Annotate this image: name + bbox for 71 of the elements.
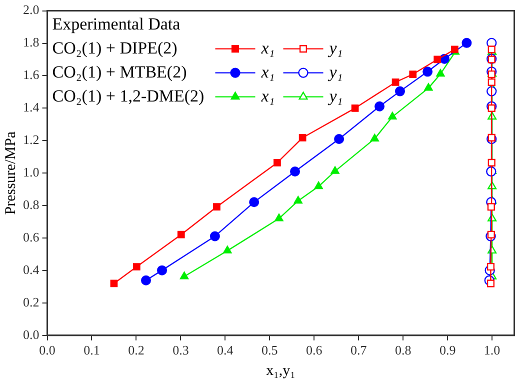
x-tick-label: 0.9 bbox=[439, 342, 456, 358]
y-tick-label: 0.4 bbox=[23, 262, 40, 277]
x-tick-label: 0.4 bbox=[217, 342, 234, 358]
point bbox=[177, 230, 185, 238]
point bbox=[141, 275, 151, 286]
y-tick-label: 0.6 bbox=[23, 229, 40, 244]
x-tick-label: 0.3 bbox=[172, 342, 189, 358]
y-tick-label: 1.6 bbox=[23, 67, 40, 82]
point bbox=[388, 112, 397, 120]
x-tick-label: 0.0 bbox=[39, 342, 56, 358]
legend-label: y₁ bbox=[327, 62, 343, 82]
point bbox=[392, 78, 400, 86]
point bbox=[462, 38, 472, 48]
x-tick-label: 0.1 bbox=[84, 342, 100, 358]
point bbox=[294, 196, 303, 204]
y-tick-label: 0.0 bbox=[23, 326, 40, 342]
point bbox=[110, 280, 118, 288]
y-axis-title: Pressure/MPa bbox=[2, 131, 19, 215]
x-axis-title: x₁,y₁ bbox=[266, 362, 296, 379]
legend-label: x₁ bbox=[260, 62, 275, 82]
point bbox=[274, 159, 281, 166]
point bbox=[249, 197, 260, 208]
point bbox=[274, 214, 284, 222]
x-tick-label: 0.2 bbox=[128, 342, 144, 358]
point bbox=[409, 70, 417, 78]
y-tick-label: 1.0 bbox=[23, 164, 40, 180]
point bbox=[314, 181, 323, 190]
x-tick-label: 1.0 bbox=[484, 342, 500, 358]
legend-label: y₁ bbox=[327, 38, 343, 58]
point bbox=[424, 83, 433, 91]
x-tick-label: 0.7 bbox=[350, 342, 368, 358]
y-tick-label: 1.4 bbox=[23, 100, 40, 115]
legend-label: x₁ bbox=[260, 38, 275, 58]
annotation: CO₂(1) + 1,2-DME(2) bbox=[52, 86, 204, 106]
y-tick-label: 2.0 bbox=[23, 2, 40, 18]
point bbox=[334, 134, 344, 144]
x-tick-label: 0.5 bbox=[262, 342, 278, 358]
point bbox=[486, 262, 495, 271]
point bbox=[132, 263, 140, 270]
point bbox=[488, 104, 496, 112]
point bbox=[394, 86, 405, 96]
point bbox=[434, 56, 442, 64]
point bbox=[488, 78, 496, 86]
legend-label: y₁ bbox=[327, 86, 343, 106]
point bbox=[486, 280, 495, 288]
annotation: CO₂(1) + MTBE(2) bbox=[52, 62, 187, 82]
legend-title: Experimental Data bbox=[52, 14, 181, 34]
point bbox=[351, 104, 359, 112]
point bbox=[180, 271, 189, 280]
x-tick-label: 0.8 bbox=[394, 342, 412, 358]
point bbox=[298, 134, 306, 142]
legend-label: x₁ bbox=[260, 86, 275, 106]
point bbox=[370, 134, 380, 142]
point bbox=[436, 68, 445, 77]
point bbox=[210, 231, 220, 242]
y-tick-label: 0.2 bbox=[23, 294, 40, 310]
point bbox=[374, 101, 385, 112]
point bbox=[487, 230, 495, 238]
annotation: CO₂(1) + DIPE(2) bbox=[52, 38, 178, 58]
y-tick-label: 0.8 bbox=[23, 196, 40, 212]
y-tick-label: 1.8 bbox=[23, 34, 40, 50]
point bbox=[488, 158, 496, 166]
point bbox=[213, 203, 220, 211]
point bbox=[290, 166, 300, 176]
point bbox=[223, 246, 232, 254]
point bbox=[330, 166, 340, 174]
point bbox=[487, 203, 495, 211]
point bbox=[157, 265, 168, 276]
y-tick-label: 1.2 bbox=[23, 132, 40, 148]
point bbox=[422, 66, 433, 77]
x-tick-label: 0.6 bbox=[306, 342, 323, 358]
